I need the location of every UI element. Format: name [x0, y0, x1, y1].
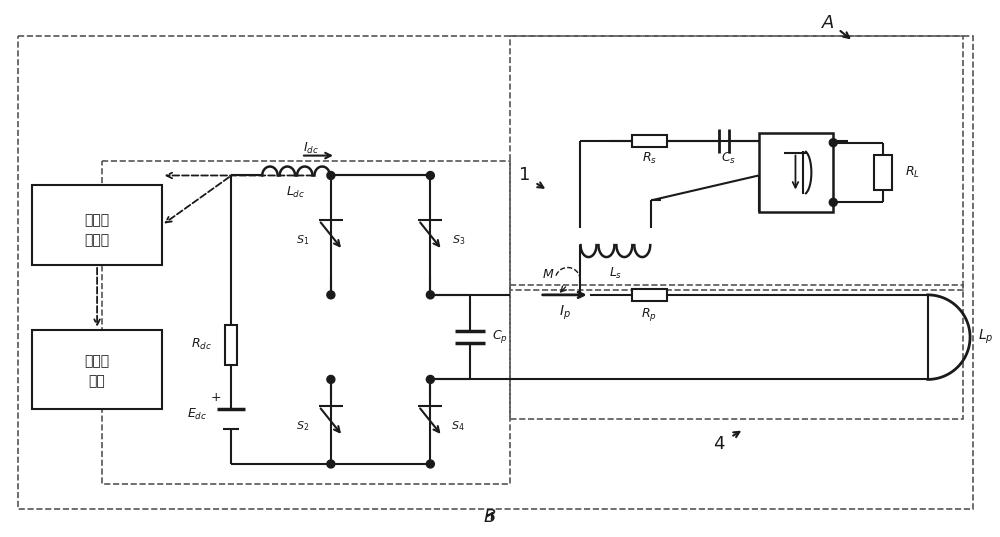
Text: +: +: [210, 391, 221, 404]
Text: 4: 4: [713, 435, 725, 453]
Circle shape: [327, 375, 335, 383]
Circle shape: [327, 171, 335, 179]
Text: $R_L$: $R_L$: [905, 165, 920, 180]
Text: $L_p$: $L_p$: [978, 328, 993, 346]
Text: 制柜: 制柜: [89, 374, 105, 388]
Text: 测模块: 测模块: [85, 233, 110, 247]
Text: $C_s$: $C_s$: [721, 151, 736, 166]
Bar: [225, 325, 237, 365]
Text: $C_p$: $C_p$: [492, 328, 508, 345]
Circle shape: [426, 375, 434, 383]
Circle shape: [327, 460, 335, 468]
Text: $L_{dc}$: $L_{dc}$: [286, 185, 306, 200]
Text: $S_3$: $S_3$: [452, 233, 465, 247]
Text: $S_4$: $S_4$: [451, 419, 465, 433]
Bar: [18, 36, 973, 509]
Text: $S_2$: $S_2$: [296, 419, 310, 433]
Text: 电梯控: 电梯控: [85, 354, 110, 368]
Bar: [632, 135, 667, 147]
Text: $L_s$: $L_s$: [609, 265, 622, 280]
Text: B: B: [484, 507, 496, 526]
Circle shape: [426, 171, 434, 179]
Text: $S_1$: $S_1$: [296, 233, 310, 247]
Circle shape: [327, 291, 335, 299]
Text: $I_p$: $I_p$: [559, 303, 571, 322]
Text: $R_s$: $R_s$: [642, 151, 657, 166]
Bar: [32, 185, 162, 265]
Bar: [510, 36, 963, 290]
Bar: [632, 289, 667, 301]
Text: 1: 1: [519, 166, 531, 185]
Circle shape: [426, 291, 434, 299]
Text: $M$: $M$: [542, 268, 554, 281]
Circle shape: [829, 139, 837, 147]
Text: A: A: [822, 14, 834, 32]
Circle shape: [426, 460, 434, 468]
Text: 电流检: 电流检: [85, 213, 110, 227]
Text: $R_p$: $R_p$: [641, 306, 657, 323]
Bar: [759, 133, 833, 212]
Bar: [32, 330, 162, 409]
Circle shape: [829, 198, 837, 206]
Text: $R_{dc}$: $R_{dc}$: [191, 337, 212, 352]
Bar: [874, 155, 892, 191]
Text: $I_{dc}$: $I_{dc}$: [303, 141, 319, 156]
Bar: [510, 285, 963, 419]
Bar: [102, 161, 510, 484]
Text: $E_{dc}$: $E_{dc}$: [187, 407, 207, 422]
